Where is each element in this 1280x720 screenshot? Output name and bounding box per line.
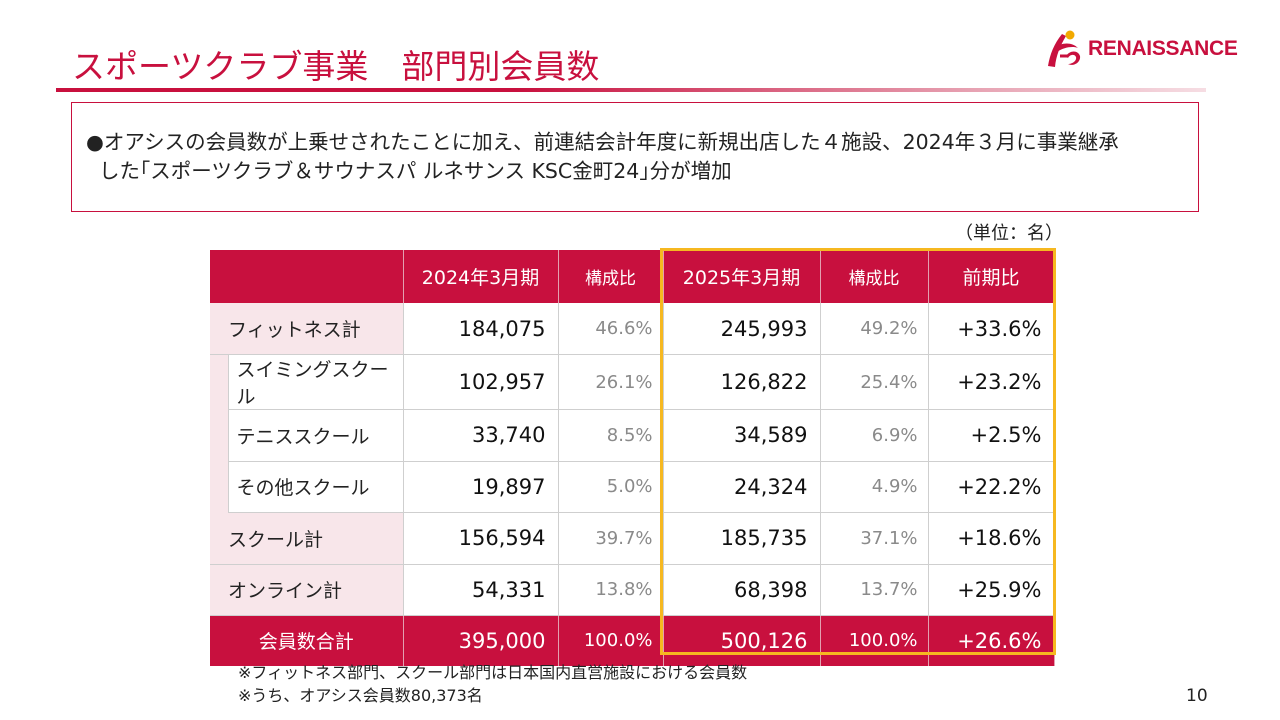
summary-line-1: ●オアシスの会員数が上乗せされたことに加え、前連結会計年度に新規出店した４施設、… — [86, 130, 1119, 154]
total-yoy-change: +26.6% — [928, 615, 1055, 666]
table-row: テニススクール 33,740 8.5% 34,589 6.9% +2.5% — [210, 409, 1055, 462]
table-header-row: 2024年3月期 構成比 2025年3月期 構成比 前期比 — [210, 250, 1055, 303]
footnote-1: ※フィットネス部門、スクール部門は日本国内直営施設における会員数 — [238, 663, 748, 682]
yoy-change: +25.9% — [928, 564, 1055, 616]
total-2024: 395,000 — [403, 615, 559, 666]
unit-label: （単位：名） — [955, 223, 1063, 244]
row-label: オンライン計 — [210, 564, 404, 616]
value-2025: 126,822 — [663, 354, 821, 410]
yoy-change: +23.2% — [928, 354, 1055, 410]
row-label: テニススクール — [228, 409, 404, 462]
footnotes: ※フィットネス部門、スクール部門は日本国内直営施設における会員数 ※うち、オアシ… — [238, 661, 747, 707]
row-label: スイミングスクール — [228, 354, 404, 410]
value-2024: 156,594 — [403, 512, 559, 565]
yoy-change: +33.6% — [928, 303, 1055, 355]
header-2025: 2025年3月期 — [663, 250, 821, 303]
header-ratio-2025: 構成比 — [820, 250, 929, 303]
yoy-change: +18.6% — [928, 512, 1055, 565]
row-label: スクール計 — [210, 512, 404, 565]
renaissance-logo-mark-icon — [1048, 30, 1081, 67]
value-2025: 68,398 — [663, 564, 821, 616]
ratio-2025: 49.2% — [820, 303, 929, 355]
value-2024: 54,331 — [403, 564, 559, 616]
logo-wordmark: RENAISSANCE — [1088, 37, 1238, 60]
total-2025: 500,126 — [663, 615, 821, 666]
ratio-2024: 8.5% — [558, 409, 664, 462]
indent-cell — [210, 409, 229, 461]
summary-text: ●オアシスの会員数が上乗せされたことに加え、前連結会計年度に新規出店した４施設、… — [86, 128, 1196, 186]
table-row: フィットネス計 184,075 46.6% 245,993 49.2% +33.… — [210, 303, 1055, 355]
table-row: スクール計 156,594 39.7% 185,735 37.1% +18.6% — [210, 512, 1055, 565]
value-2025: 185,735 — [663, 512, 821, 565]
summary-line-2: した｢スポーツクラブ＆サウナスパ ルネサンス KSC金町24｣分が増加 — [99, 159, 732, 183]
table-total-row: 会員数合計 395,000 100.0% 500,126 100.0% +26.… — [210, 615, 1055, 666]
header-blank — [210, 250, 404, 303]
ratio-2024: 5.0% — [558, 461, 664, 513]
ratio-2025: 13.7% — [820, 564, 929, 616]
value-2024: 184,075 — [403, 303, 559, 355]
summary-box — [71, 102, 1199, 212]
value-2025: 24,324 — [663, 461, 821, 513]
value-2024: 19,897 — [403, 461, 559, 513]
page-number: 10 — [1186, 686, 1208, 706]
header-2024: 2024年3月期 — [403, 250, 559, 303]
membership-table: 2024年3月期 構成比 2025年3月期 構成比 前期比 フィットネス計 18… — [210, 250, 1055, 666]
table-row: スイミングスクール 102,957 26.1% 126,822 25.4% +2… — [210, 354, 1055, 410]
value-2025: 34,589 — [663, 409, 821, 462]
indent-cell — [210, 461, 229, 513]
ratio-2025: 4.9% — [820, 461, 929, 513]
row-label: その他スクール — [228, 461, 404, 513]
total-ratio-2024: 100.0% — [558, 615, 664, 666]
ratio-2024: 13.8% — [558, 564, 664, 616]
header-yoy: 前期比 — [928, 250, 1055, 303]
ratio-2025: 37.1% — [820, 512, 929, 565]
ratio-2025: 25.4% — [820, 354, 929, 410]
ratio-2024: 26.1% — [558, 354, 664, 410]
footnote-2: ※うち、オアシス会員数80,373名 — [238, 686, 483, 705]
header-ratio-2024: 構成比 — [558, 250, 664, 303]
value-2025: 245,993 — [663, 303, 821, 355]
total-ratio-2025: 100.0% — [820, 615, 929, 666]
ratio-2024: 39.7% — [558, 512, 664, 565]
total-label: 会員数合計 — [210, 615, 404, 666]
indent-cell — [210, 354, 229, 410]
value-2024: 33,740 — [403, 409, 559, 462]
ratio-2024: 46.6% — [558, 303, 664, 355]
row-label: フィットネス計 — [210, 303, 404, 355]
table-row: オンライン計 54,331 13.8% 68,398 13.7% +25.9% — [210, 564, 1055, 616]
ratio-2025: 6.9% — [820, 409, 929, 462]
renaissance-logo: RENAISSANCE — [1040, 26, 1238, 72]
value-2024: 102,957 — [403, 354, 559, 410]
yoy-change: +2.5% — [928, 409, 1055, 462]
title-underline — [56, 88, 1206, 92]
page-title: スポーツクラブ事業 部門別会員数 — [72, 47, 600, 86]
yoy-change: +22.2% — [928, 461, 1055, 513]
table-row: その他スクール 19,897 5.0% 24,324 4.9% +22.2% — [210, 461, 1055, 513]
